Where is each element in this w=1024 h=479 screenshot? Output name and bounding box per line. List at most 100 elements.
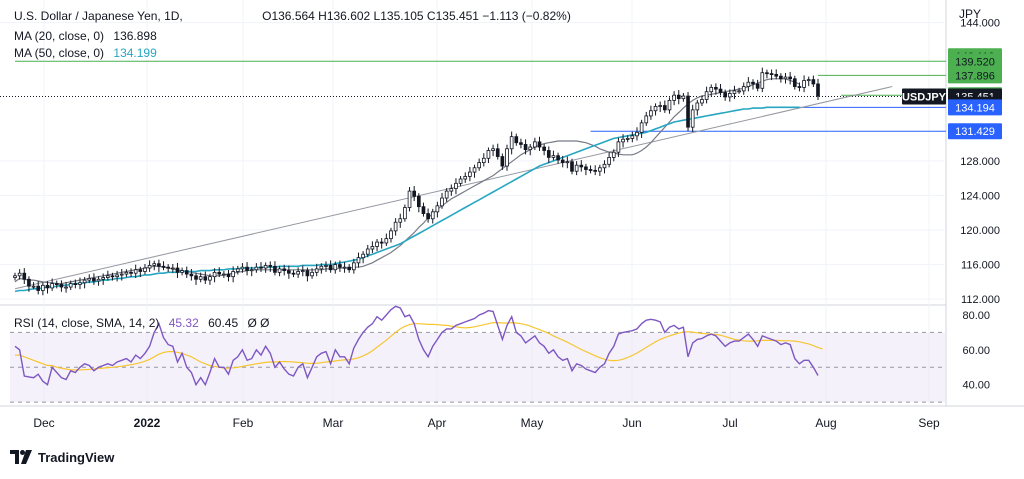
- candle-body: [746, 81, 751, 87]
- candle-body: [792, 78, 797, 87]
- legend-ma20[interactable]: MA (20, close, 0) 136.898: [14, 29, 163, 43]
- candle-body: [732, 90, 737, 94]
- candles-layer: [13, 67, 820, 296]
- candle-body: [584, 166, 588, 170]
- rsi-axis-label: 40.00: [962, 380, 990, 392]
- candle-body: [143, 267, 147, 272]
- legend-ma50[interactable]: MA (50, close, 0) 134.199: [14, 46, 163, 60]
- candle-body: [370, 246, 375, 250]
- candle-body: [314, 268, 319, 273]
- candle-body: [560, 159, 565, 163]
- candle-body: [73, 283, 78, 285]
- candle-body: [486, 150, 491, 159]
- candle-body: [180, 270, 184, 273]
- candle-body: [268, 265, 273, 267]
- candle-body: [203, 276, 208, 281]
- candle-body: [393, 221, 398, 232]
- candle-body: [226, 273, 231, 278]
- candle-body: [686, 95, 690, 128]
- candle-body: [458, 178, 463, 184]
- candle-body: [249, 269, 254, 272]
- candle-body: [31, 285, 36, 288]
- candle-body: [430, 211, 435, 220]
- candle-body: [611, 151, 616, 158]
- candle-body: [96, 278, 101, 282]
- candle-body: [50, 283, 54, 289]
- branding-text: TradingView: [38, 449, 115, 465]
- legend-rsi[interactable]: RSI (14, close, SMA, 14, 2) 45.32 60.45 …: [14, 316, 276, 330]
- candle-body: [115, 274, 119, 278]
- candle-body: [621, 138, 625, 143]
- candle-body: [783, 76, 788, 80]
- candle-body: [662, 105, 667, 111]
- candle-body: [384, 238, 389, 244]
- time-axis-label: Jul: [722, 416, 737, 430]
- candle-body: [816, 83, 820, 97]
- price-tag-label: 131.429: [955, 126, 995, 138]
- candle-body: [537, 141, 542, 148]
- candle-body: [328, 265, 333, 271]
- candle-body: [528, 146, 533, 151]
- price-axis-label: 128.000: [960, 156, 1000, 168]
- candle-body: [477, 162, 481, 169]
- candle-body: [797, 86, 802, 88]
- candle-body: [217, 271, 222, 275]
- candle-body: [68, 283, 73, 288]
- currency-label: JPY: [959, 7, 981, 21]
- candle-body: [653, 106, 658, 112]
- candle-body: [138, 269, 143, 272]
- candle-body: [630, 135, 635, 139]
- candle-body: [296, 271, 300, 275]
- candle-body: [379, 241, 384, 244]
- candle-body: [542, 146, 546, 151]
- candle-body: [375, 241, 379, 247]
- candle-body: [235, 268, 240, 272]
- candle-body: [690, 109, 695, 128]
- legend-main: U.S. Dollar / Japanese Yen, 1D, O136.564…: [14, 9, 577, 23]
- candle-body: [82, 279, 87, 284]
- price-tag-label: 139.520: [955, 56, 995, 68]
- candle-body: [347, 266, 352, 271]
- price-axis-label: 124.000: [960, 190, 1000, 202]
- price-tag-box: [948, 67, 1002, 84]
- candle-body: [695, 102, 700, 111]
- candle-body: [101, 277, 106, 280]
- candle-body: [416, 195, 421, 208]
- price-axis-label: 120.000: [960, 225, 1000, 237]
- candle-body: [282, 268, 287, 272]
- price-axis-label: 116.000: [961, 260, 1000, 272]
- candle-body: [240, 266, 245, 270]
- candle-body: [352, 262, 356, 271]
- candle-body: [468, 171, 472, 177]
- grid-layer: [0, 0, 1024, 407]
- candle-body: [254, 266, 259, 271]
- candle-body: [110, 275, 115, 278]
- candle-body: [765, 72, 769, 75]
- symbol-title[interactable]: U.S. Dollar / Japanese Yen, 1D,: [14, 9, 183, 23]
- candle-body: [788, 76, 792, 80]
- candle-body: [403, 207, 407, 220]
- candle-body: [760, 72, 765, 89]
- trendline: [14, 86, 893, 290]
- candle-body: [208, 276, 212, 281]
- candle-body: [556, 155, 560, 161]
- ma20-label: MA (20, close, 0): [14, 29, 105, 43]
- candle-body: [718, 88, 723, 93]
- candle-body: [212, 271, 217, 278]
- candle-body: [616, 141, 621, 153]
- candle-body: [625, 137, 630, 140]
- candle-body: [291, 272, 296, 275]
- price-axis-label: 112.000: [961, 294, 1000, 306]
- candle-body: [300, 270, 305, 273]
- candle-body: [574, 164, 579, 172]
- candle-body: [273, 265, 277, 273]
- candle-body: [319, 265, 324, 270]
- candle-body: [426, 213, 430, 220]
- candle-body: [92, 277, 96, 282]
- time-axis-label: Mar: [323, 416, 344, 430]
- candle-body: [435, 205, 440, 213]
- rsi-axis-label: 80.00: [962, 310, 990, 322]
- tradingview-branding[interactable]: TradingView: [10, 446, 114, 468]
